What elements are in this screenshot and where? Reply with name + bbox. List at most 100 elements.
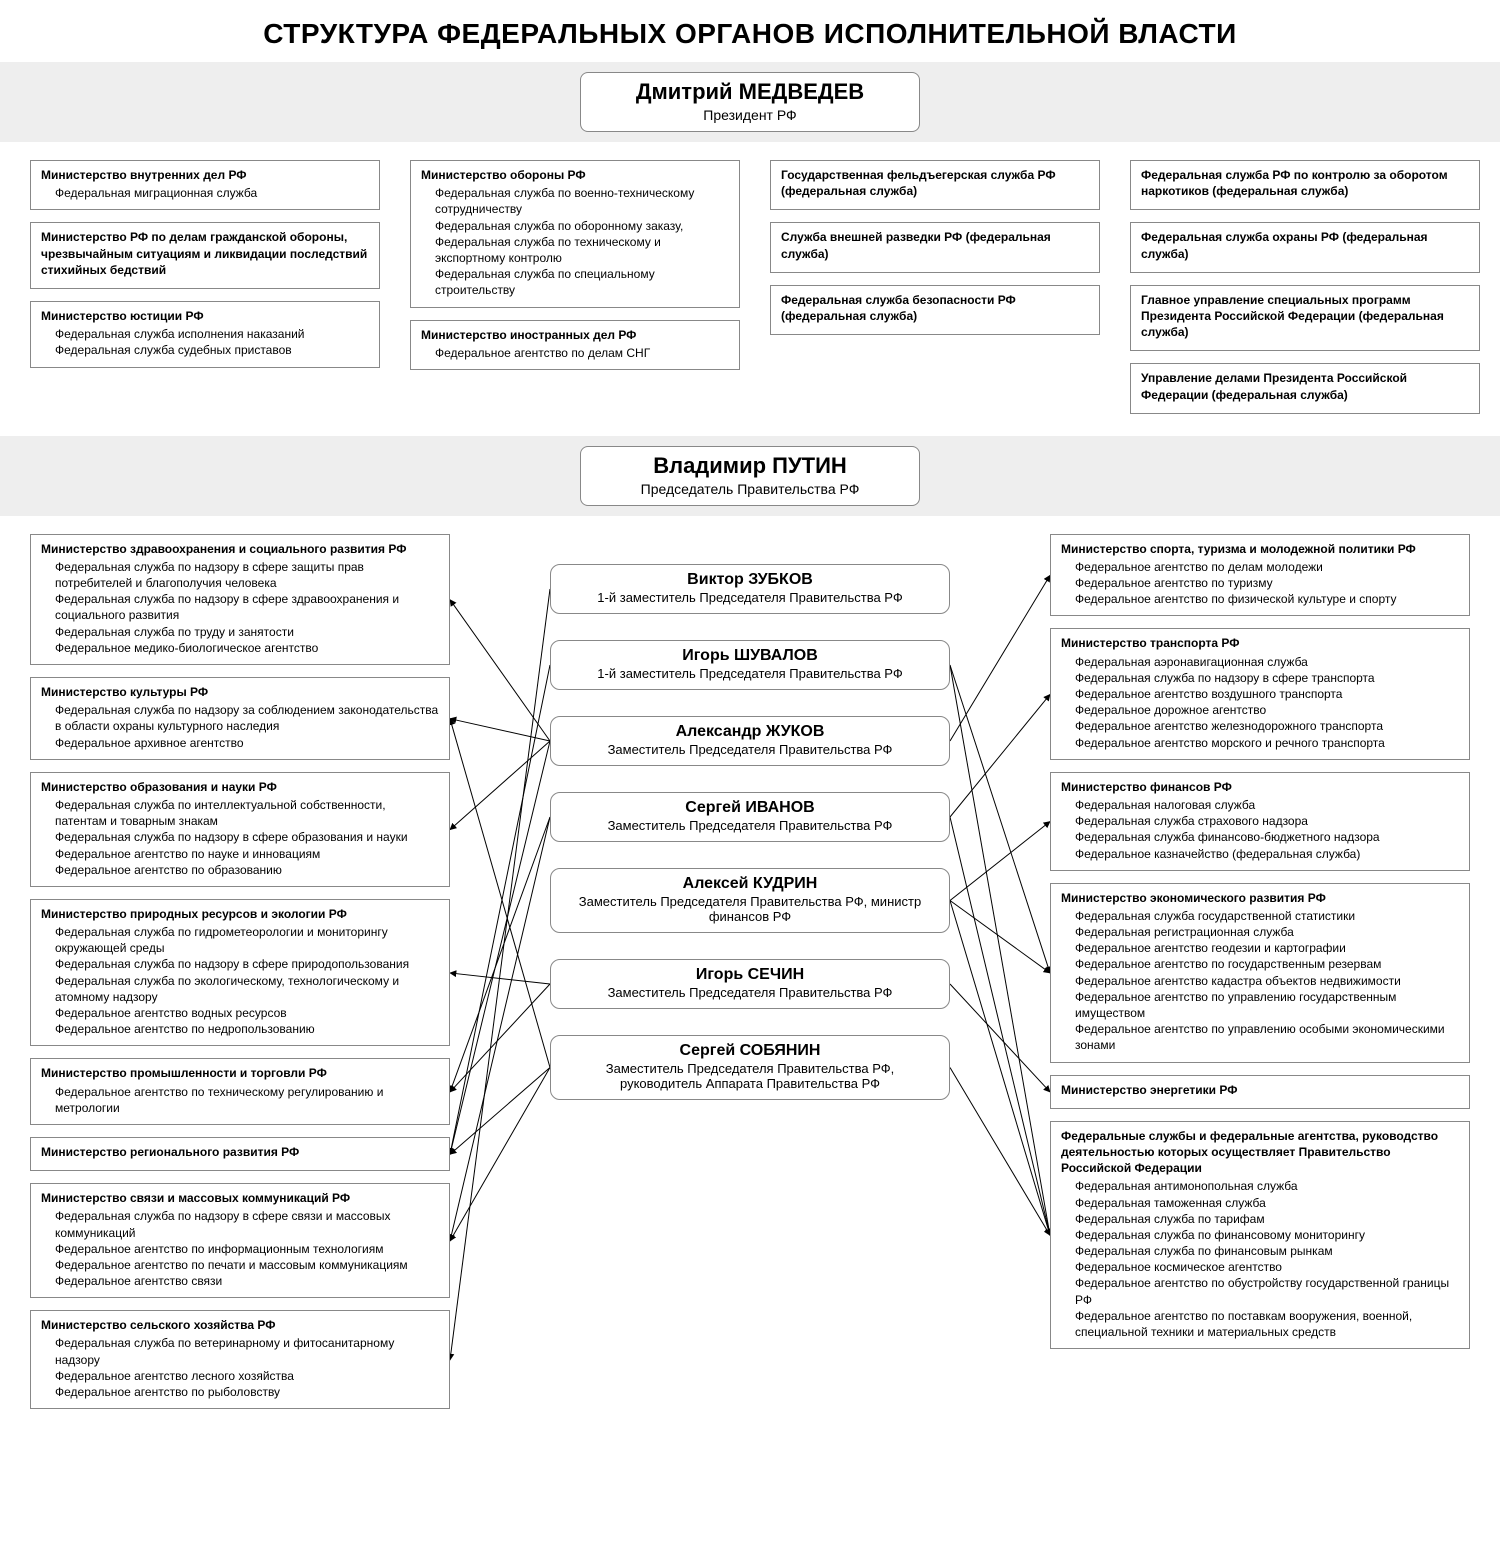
ministry-sub: Федеральное агентство по информационным … — [41, 1241, 439, 1257]
ministry-sub: Федеральное агентство железнодорожного т… — [1061, 718, 1459, 734]
ministry-sub: Федеральная служба по труду и занятости — [41, 624, 439, 640]
ministry-sub: Федеральная служба по экологическому, те… — [41, 973, 439, 1005]
top-column: Министерство внутренних дел РФ Федеральна… — [30, 160, 380, 414]
ministry-sub: Федеральная служба по надзору за соблюде… — [41, 702, 439, 734]
ministry-title: Федеральные службы и федеральные агентст… — [1061, 1128, 1459, 1177]
pm-band: Владимир ПУТИН Председатель Правительств… — [0, 436, 1500, 516]
ministry-sub: Федеральное агентство по физической куль… — [1061, 591, 1459, 607]
ministry-sub: Федеральная служба по военно-техническом… — [421, 185, 729, 217]
ministry-sub: Федеральная аэронавигационная служба — [1061, 654, 1459, 670]
ministry-title: Министерство иностранных дел РФ — [421, 327, 729, 343]
ministry-box: Министерство юстиции РФФедеральная служб… — [30, 301, 380, 368]
ministry-sub: Федеральная миграционная служба — [41, 185, 369, 201]
ministry-sub: Федеральное агентство по науке и инновац… — [41, 846, 439, 862]
ministry-sub: Федеральное агентство по недропользовани… — [41, 1021, 439, 1037]
president-section: Министерство внутренних дел РФ Федеральна… — [0, 142, 1500, 436]
president-band: Дмитрий МЕДВЕДЕВ Президент РФ — [0, 62, 1500, 142]
ministry-box: Министерство транспорта РФ Федеральная аэ… — [1050, 628, 1470, 759]
ministry-box: Министерство энергетики РФ — [1050, 1075, 1470, 1109]
deputy-title: Заместитель Председателя Правительства Р… — [571, 894, 929, 924]
deputy-box: Алексей КУДРИНЗаместитель Председателя П… — [550, 868, 950, 933]
ministry-sub: Федеральное агентство по управлению особ… — [1061, 1021, 1459, 1053]
ministry-title: Министерство сельского хозяйства РФ — [41, 1317, 439, 1333]
ministry-title: Управление делами Президента Российской … — [1141, 370, 1469, 402]
ministry-sub: Федеральное агентство кадастра объектов … — [1061, 973, 1459, 989]
ministry-sub: Федеральное агентство морского и речного… — [1061, 735, 1459, 751]
ministry-box: Министерство природных ресурсов и эколог… — [30, 899, 450, 1047]
ministry-sub: Федеральная служба по интеллектуальной с… — [41, 797, 439, 829]
ministry-box: Министерство регионального развития РФ — [30, 1137, 450, 1171]
bottom-grid: Министерство здравоохранения и социально… — [0, 516, 1500, 1440]
pm-section: Министерство здравоохранения и социально… — [0, 516, 1500, 1440]
ministry-sub: Федеральная служба по надзору в сфере св… — [41, 1208, 439, 1240]
ministry-box: Министерство сельского хозяйства РФ Федер… — [30, 1310, 450, 1409]
ministry-box: Министерство спорта, туризма и молодежно… — [1050, 534, 1470, 617]
ministry-sub: Федеральная служба судебных приставов — [41, 342, 369, 358]
ministry-box: Государственная фельдъегерская служба РФ… — [770, 160, 1100, 210]
ministry-title: Министерство обороны РФ — [421, 167, 729, 183]
ministry-title: Министерство культуры РФ — [41, 684, 439, 700]
ministry-title: Государственная фельдъегерская служба РФ… — [781, 167, 1089, 199]
ministry-sub: Федеральное агентство по печати и массов… — [41, 1257, 439, 1273]
ministry-sub: Федеральное архивное агентство — [41, 735, 439, 751]
ministry-sub: Федеральная служба по надзору в сфере об… — [41, 829, 439, 845]
ministry-sub: Федеральная служба по надзору в сфере зд… — [41, 591, 439, 623]
deputy-box: Виктор ЗУБКОВ1-й заместитель Председател… — [550, 564, 950, 614]
ministry-box: Министерство внутренних дел РФ Федеральна… — [30, 160, 380, 210]
pm-title: Председатель Правительства РФ — [621, 481, 879, 497]
deputy-box: Сергей СОБЯНИНЗаместитель Председателя П… — [550, 1035, 950, 1100]
ministry-sub: Федеральная служба по финансовому монито… — [1061, 1227, 1459, 1243]
page-title: СТРУКТУРА ФЕДЕРАЛЬНЫХ ОРГАНОВ ИСПОЛНИТЕЛ… — [0, 0, 1500, 62]
president-box: Дмитрий МЕДВЕДЕВ Президент РФ — [580, 72, 920, 132]
ministry-title: Министерство связи и массовых коммуникац… — [41, 1190, 439, 1206]
pm-box: Владимир ПУТИН Председатель Правительств… — [580, 446, 920, 506]
ministry-title: Федеральная служба РФ по контролю за обо… — [1141, 167, 1469, 199]
ministry-sub: Федеральная служба по финансовым рынкам — [1061, 1243, 1459, 1259]
ministry-title: Министерство внутренних дел РФ — [41, 167, 369, 183]
deputy-title: Заместитель Председателя Правительства Р… — [571, 1061, 929, 1091]
ministry-sub: Федеральное агентство по туризму — [1061, 575, 1459, 591]
deputy-title: Заместитель Председателя Правительства Р… — [571, 818, 929, 833]
ministry-box: Служба внешней разведки РФ (федеральная … — [770, 222, 1100, 272]
president-title: Президент РФ — [621, 107, 879, 123]
ministry-sub: Федеральная служба государственной стати… — [1061, 908, 1459, 924]
ministry-sub: Федеральная налоговая служба — [1061, 797, 1459, 813]
ministry-sub: Федеральная служба финансово-бюджетного … — [1061, 829, 1459, 845]
ministry-sub: Федеральная служба по тарифам — [1061, 1211, 1459, 1227]
ministry-sub: Федеральное дорожное агентство — [1061, 702, 1459, 718]
deputy-name: Сергей ИВАНОВ — [571, 799, 929, 817]
top-column: Государственная фельдъегерская служба РФ… — [770, 160, 1100, 414]
ministry-sub: Федеральное агентство по поставкам воору… — [1061, 1308, 1459, 1340]
ministry-sub: Федеральная таможенная служба — [1061, 1195, 1459, 1211]
deputy-box: Игорь ШУВАЛОВ1-й заместитель Председател… — [550, 640, 950, 690]
ministry-title: Служба внешней разведки РФ (федеральная … — [781, 229, 1089, 261]
ministry-box: Федеральная служба охраны РФ (федеральна… — [1130, 222, 1480, 272]
deputy-box: Александр ЖУКОВЗаместитель Председателя … — [550, 716, 950, 766]
ministry-sub: Федеральная антимонопольная служба — [1061, 1178, 1459, 1194]
ministry-sub: Федеральное агентство связи — [41, 1273, 439, 1289]
deputy-name: Виктор ЗУБКОВ — [571, 571, 929, 589]
ministry-title: Министерство транспорта РФ — [1061, 635, 1459, 651]
ministry-sub: Федеральная служба по ветеринарному и фи… — [41, 1335, 439, 1367]
ministry-title: Министерство энергетики РФ — [1061, 1082, 1459, 1098]
ministry-sub: Федеральное агентство по рыболовству — [41, 1384, 439, 1400]
president-name: Дмитрий МЕДВЕДЕВ — [621, 79, 879, 105]
ministry-sub: Федеральная служба страхового надзора — [1061, 813, 1459, 829]
ministry-title: Министерство здравоохранения и социально… — [41, 541, 439, 557]
deputy-name: Игорь СЕЧИН — [571, 966, 929, 984]
ministry-sub: Федеральное агентство по обустройству го… — [1061, 1275, 1459, 1307]
ministry-title: Министерство образования и науки РФ — [41, 779, 439, 795]
deputy-title: 1-й заместитель Председателя Правительст… — [571, 666, 929, 681]
ministry-box: Федеральная служба РФ по контролю за обо… — [1130, 160, 1480, 210]
deputy-title: Заместитель Председателя Правительства Р… — [571, 985, 929, 1000]
ministry-sub: Федеральная регистрационная служба — [1061, 924, 1459, 940]
ministry-sub: Федеральная служба по специальному строи… — [421, 266, 729, 298]
ministry-title: Министерство экономического развития РФ — [1061, 890, 1459, 906]
ministry-sub: Федеральное агентство по делам СНГ — [421, 345, 729, 361]
ministry-sub: Федеральное агентство геодезии и картогр… — [1061, 940, 1459, 956]
ministry-box: Министерство образования и науки РФ Федер… — [30, 772, 450, 887]
ministry-sub: Федеральное агентство по управлению госу… — [1061, 989, 1459, 1021]
ministry-sub: Федеральная служба по надзору в сфере тр… — [1061, 670, 1459, 686]
center-column: Виктор ЗУБКОВ 1-й заместитель Председател… — [540, 534, 960, 1410]
ministry-box: Министерство экономического развития РФ Ф… — [1050, 883, 1470, 1063]
